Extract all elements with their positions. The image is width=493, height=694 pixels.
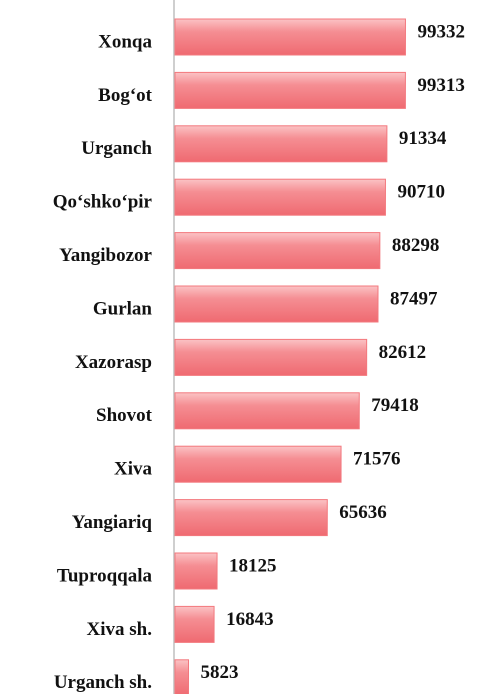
bar	[174, 178, 386, 216]
value-label: 99313	[417, 75, 465, 96]
category-label: Xiva	[114, 459, 153, 480]
value-label: 90710	[397, 182, 445, 203]
bar	[174, 659, 190, 694]
value-label: 88298	[392, 235, 440, 256]
bar	[174, 232, 381, 270]
bar	[174, 392, 360, 430]
category-label: Qo‘shko‘pir	[53, 192, 153, 213]
value-label: 71576	[353, 449, 401, 470]
value-label: 87497	[390, 288, 438, 309]
bar	[174, 18, 406, 56]
bar	[174, 338, 368, 376]
category-label: Yangibozor	[59, 245, 152, 266]
bar	[174, 445, 342, 483]
category-label: Yangiariq	[72, 512, 153, 533]
category-label: Gurlan	[93, 298, 153, 319]
bar	[174, 605, 215, 643]
category-label: Urganch sh.	[54, 672, 152, 693]
category-label: Shovot	[96, 405, 153, 426]
value-label: 82612	[379, 342, 427, 363]
value-label: 16843	[226, 609, 273, 630]
value-label: 65636	[339, 502, 387, 523]
category-label: Xazorasp	[75, 352, 152, 373]
value-label: 5823	[201, 662, 239, 683]
bar	[174, 285, 379, 323]
bar	[174, 71, 406, 109]
value-label: 79418	[371, 395, 419, 416]
category-label: Bog‘ot	[98, 85, 153, 106]
bar	[174, 499, 328, 537]
category-label: Tuproqqala	[57, 565, 153, 586]
category-label: Urganch	[81, 138, 152, 159]
bar	[174, 552, 218, 590]
bar	[174, 125, 388, 163]
category-label: Xiva sh.	[87, 619, 152, 640]
value-label: 18125	[229, 555, 276, 576]
category-label: Xonqa	[98, 31, 152, 52]
value-label: 91334	[399, 128, 447, 149]
value-label: 99332	[417, 21, 465, 42]
